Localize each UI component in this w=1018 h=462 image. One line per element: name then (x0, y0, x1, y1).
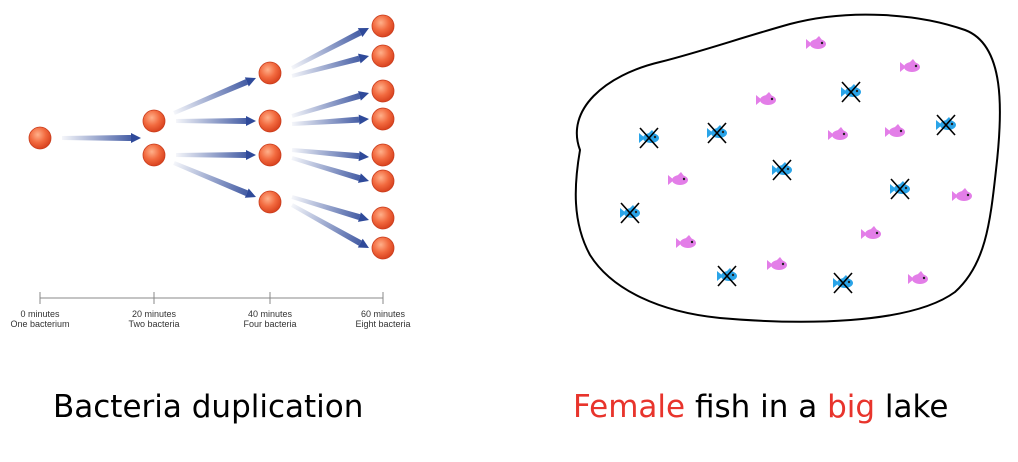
growth-arrow (176, 116, 256, 126)
female-fish (668, 172, 688, 185)
bacterium-cell (258, 109, 282, 133)
bacterium-cell (371, 79, 395, 103)
female-fish (885, 124, 905, 137)
female-fish (908, 271, 928, 284)
male-fish-crossed (833, 272, 853, 294)
female-fish (861, 226, 881, 239)
bacterium-cell (371, 14, 395, 38)
growth-arrow (291, 148, 369, 162)
bacterium-cell (371, 107, 395, 131)
male-fish-crossed (936, 114, 956, 136)
growth-arrow (291, 156, 369, 183)
timeline-axis: 0 minutes One bacterium 20 minutes Two b… (10, 292, 411, 329)
bacterium-cell (371, 169, 395, 193)
bacterium-cell (371, 143, 395, 167)
fish-population (620, 36, 972, 294)
growth-arrow (291, 114, 369, 126)
caption-highlight-female: Female (573, 389, 686, 425)
caption-bacteria-text: Bacteria duplication (53, 389, 364, 425)
male-fish-crossed (717, 265, 737, 287)
bacterium-cell (371, 236, 395, 260)
bacterium-cell (258, 61, 282, 85)
tick-label-minutes: 0 minutes (20, 309, 60, 319)
bacterium-cell (371, 206, 395, 230)
tick-label-count: Four bacteria (243, 319, 296, 329)
growth-arrows (62, 28, 369, 248)
female-fish (806, 36, 826, 49)
growth-arrow (291, 203, 369, 248)
female-fish (828, 127, 848, 140)
growth-arrow (291, 91, 369, 118)
male-fish-crossed (890, 178, 910, 200)
growth-arrow (291, 28, 369, 70)
female-fish (900, 59, 920, 72)
bacterium-cell (258, 190, 282, 214)
female-fish (676, 235, 696, 248)
bacterium-cell (258, 143, 282, 167)
tick-label-minutes: 40 minutes (248, 309, 293, 319)
growth-arrow (176, 150, 256, 160)
lake-diagram (574, 13, 1001, 323)
bacterium-cell (371, 44, 395, 68)
tick-label-minutes: 60 minutes (361, 309, 406, 319)
caption-highlight-big: big (827, 389, 876, 425)
bacterium-cell (142, 109, 166, 133)
lake-outline (574, 13, 1001, 323)
bacteria-duplication-diagram: 0 minutes One bacterium 20 minutes Two b… (10, 14, 411, 329)
bacterium-cell (28, 126, 52, 150)
bacteria-cells (28, 14, 395, 260)
growth-arrow (173, 161, 256, 198)
male-fish-crossed (707, 122, 727, 144)
growth-arrow (173, 77, 256, 115)
male-fish-crossed (639, 127, 659, 149)
female-fish (756, 92, 776, 105)
growth-arrow (291, 195, 369, 222)
caption-female-fish: Female fish in a big lake (573, 389, 948, 425)
tick-label-count: One bacterium (10, 319, 69, 329)
male-fish-crossed (841, 81, 861, 103)
female-fish (952, 188, 972, 201)
caption-text: fish in a (685, 389, 828, 425)
caption-text: lake (875, 389, 949, 425)
male-fish-crossed (772, 159, 792, 181)
growth-arrow (291, 53, 369, 78)
tick-label-count: Two bacteria (128, 319, 179, 329)
male-fish-crossed (620, 202, 640, 224)
tick-label-minutes: 20 minutes (132, 309, 177, 319)
growth-arrow (62, 133, 141, 143)
bacterium-cell (142, 143, 166, 167)
caption-bacteria: Bacteria duplication (53, 389, 363, 425)
tick-label-count: Eight bacteria (355, 319, 410, 329)
female-fish (767, 257, 787, 270)
